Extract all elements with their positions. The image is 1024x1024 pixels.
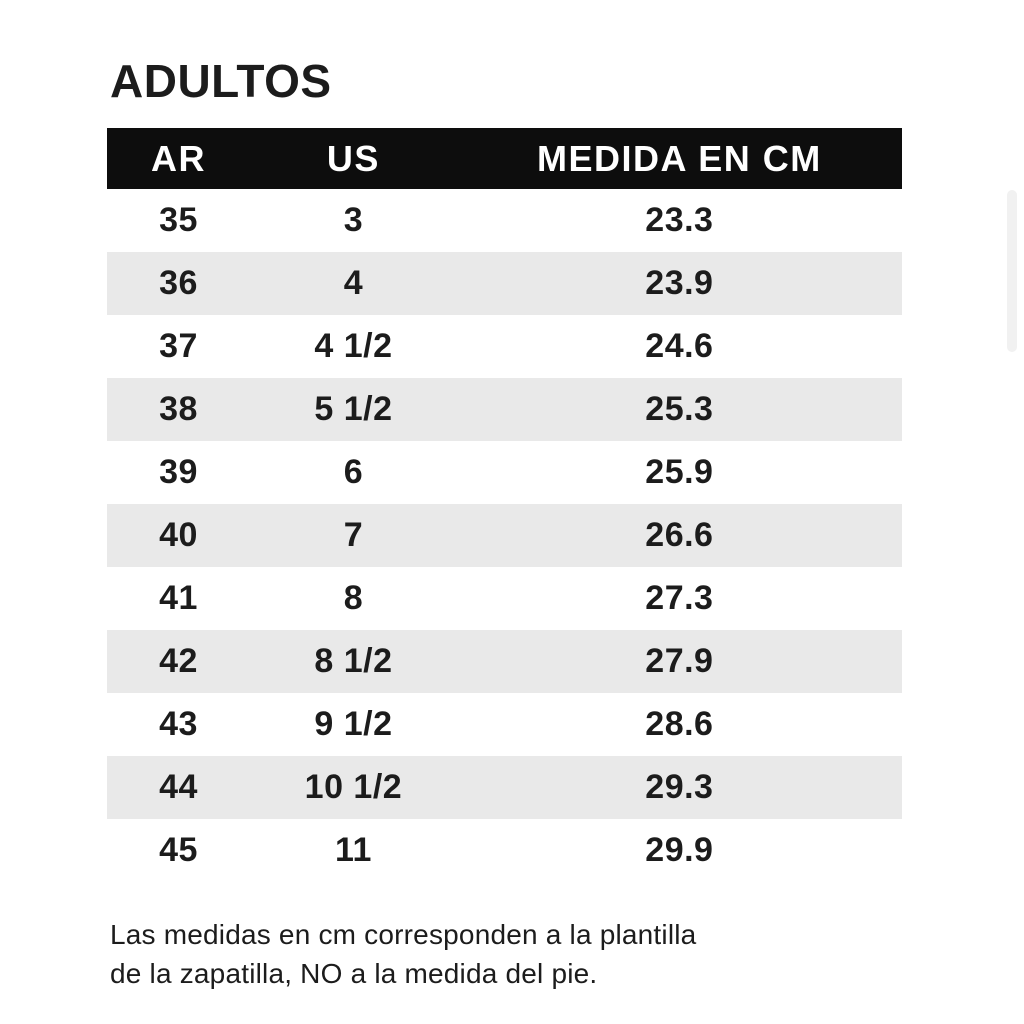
cell-medida-cm: 25.9 bbox=[645, 453, 714, 491]
cell-ar: 36 bbox=[159, 264, 198, 302]
cell-us: 4 bbox=[343, 264, 364, 302]
cell-us: 9 1/2 bbox=[314, 705, 393, 743]
cell-medida-cm: 23.3 bbox=[645, 201, 714, 239]
cell-medida-cm: 27.3 bbox=[645, 579, 714, 617]
cell-ar: 41 bbox=[159, 579, 198, 617]
table-row: 40 7 26.6 bbox=[107, 504, 902, 567]
cell-medida-cm: 29.9 bbox=[645, 831, 714, 869]
cell-us: 5 1/2 bbox=[314, 390, 393, 428]
table-row: 39 6 25.9 bbox=[107, 441, 902, 504]
cell-medida-cm: 24.6 bbox=[645, 327, 714, 365]
cell-us: 4 1/2 bbox=[314, 327, 393, 365]
table-row: 42 8 1/2 27.9 bbox=[107, 630, 902, 693]
cell-ar: 40 bbox=[159, 516, 198, 554]
cell-us: 8 bbox=[343, 579, 364, 617]
cell-ar: 43 bbox=[159, 705, 198, 743]
size-table: AR US MEDIDA EN CM 35 3 23.3 36 4 23.9 3… bbox=[107, 128, 902, 882]
cell-us: 7 bbox=[343, 516, 364, 554]
table-body: 35 3 23.3 36 4 23.9 37 4 1/2 24.6 38 5 1… bbox=[107, 189, 902, 882]
footnote: Las medidas en cm corresponden a la plan… bbox=[110, 916, 1024, 993]
cell-medida-cm: 23.9 bbox=[645, 264, 714, 302]
cell-ar: 37 bbox=[159, 327, 198, 365]
footnote-line-1: Las medidas en cm corresponden a la plan… bbox=[110, 919, 697, 950]
cell-ar: 44 bbox=[159, 768, 198, 806]
table-header-row: AR US MEDIDA EN CM bbox=[107, 128, 902, 189]
cell-ar: 42 bbox=[159, 642, 198, 680]
cell-us: 6 bbox=[343, 453, 364, 491]
table-row: 38 5 1/2 25.3 bbox=[107, 378, 902, 441]
column-header-ar: AR bbox=[151, 137, 207, 179]
scrollbar-thumb[interactable] bbox=[1007, 190, 1017, 352]
cell-medida-cm: 27.9 bbox=[645, 642, 714, 680]
cell-medida-cm: 26.6 bbox=[645, 516, 714, 554]
footnote-line-2: de la zapatilla, NO a la medida del pie. bbox=[110, 957, 598, 989]
page-title: ADULTOS bbox=[110, 55, 332, 107]
cell-medida-cm: 28.6 bbox=[645, 705, 714, 743]
cell-ar: 35 bbox=[159, 201, 198, 239]
cell-medida-cm: 25.3 bbox=[645, 390, 714, 428]
cell-ar: 38 bbox=[159, 390, 198, 428]
table-row: 36 4 23.9 bbox=[107, 252, 902, 315]
table-row: 43 9 1/2 28.6 bbox=[107, 693, 902, 756]
cell-ar: 39 bbox=[159, 453, 198, 491]
cell-us: 3 bbox=[343, 201, 364, 239]
table-row: 45 11 29.9 bbox=[107, 819, 902, 882]
cell-ar: 45 bbox=[159, 831, 198, 869]
cell-us: 8 1/2 bbox=[314, 642, 393, 680]
cell-medida-cm: 29.3 bbox=[645, 768, 714, 806]
cell-us: 11 bbox=[334, 831, 372, 869]
table-row: 44 10 1/2 29.3 bbox=[107, 756, 902, 819]
table-row: 37 4 1/2 24.6 bbox=[107, 315, 902, 378]
table-row: 35 3 23.3 bbox=[107, 189, 902, 252]
column-header-medida-en-cm: MEDIDA EN CM bbox=[537, 137, 822, 179]
table-row: 41 8 27.3 bbox=[107, 567, 902, 630]
cell-us: 10 1/2 bbox=[304, 768, 403, 806]
column-header-us: US bbox=[326, 137, 380, 179]
